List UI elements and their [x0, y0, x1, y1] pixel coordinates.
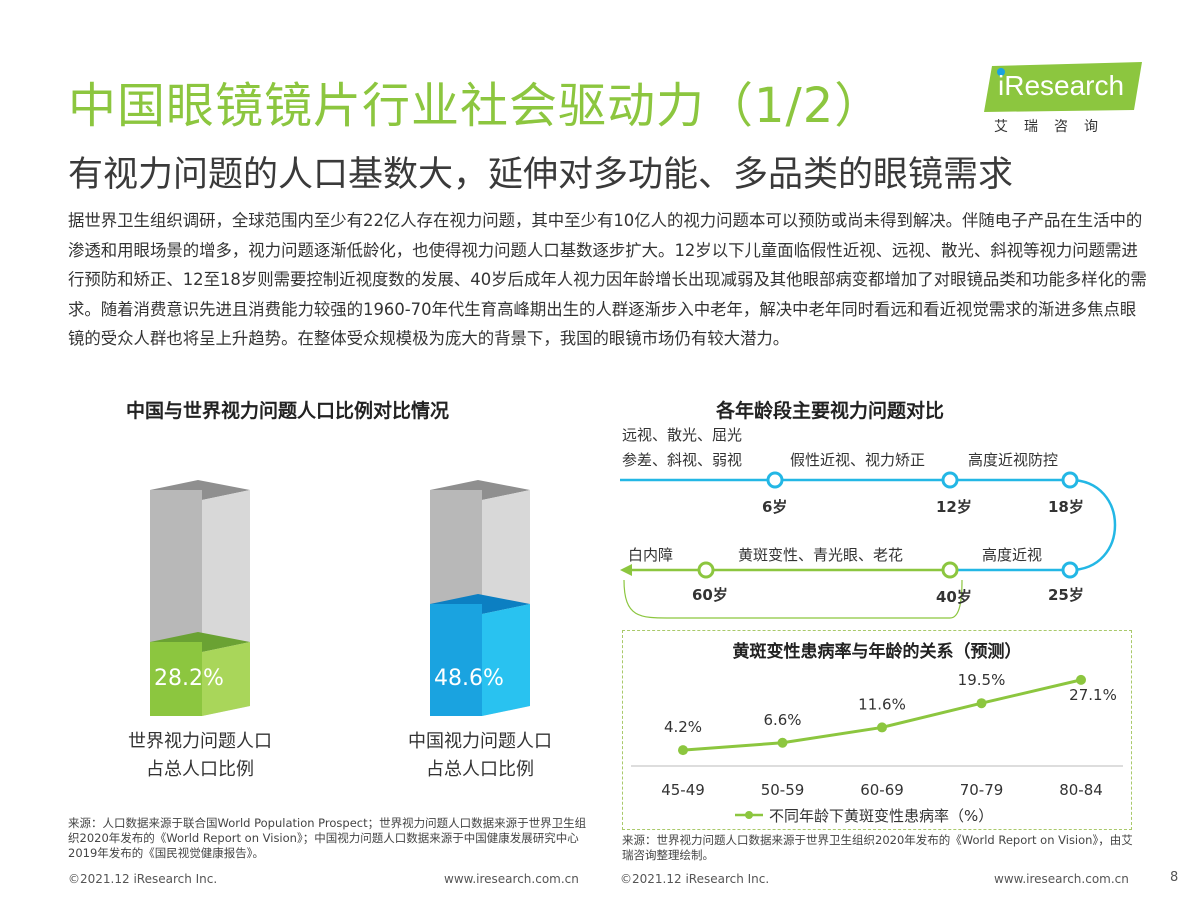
right-panel-title: 各年龄段主要视力问题对比	[716, 400, 945, 422]
category-label-45-49: 45-49	[661, 781, 705, 799]
node-25	[1061, 561, 1079, 579]
world-pct-label: 28.2%	[154, 666, 224, 691]
logo-parallelogram-icon	[984, 62, 1142, 112]
data-label-60-69: 11.6%	[858, 695, 906, 713]
timeline-top-right: 高度近视防控	[968, 451, 1059, 469]
category-label-50-59: 50-59	[760, 781, 805, 799]
page-title: 中国眼镜镜片行业社会驱动力（1/2）	[68, 78, 884, 134]
data-point-60-69	[877, 722, 887, 733]
category-label-80-84: 80-84	[1059, 781, 1103, 799]
timeline-bottom-mid: 黄斑变性、青光眼、老花	[738, 546, 904, 564]
node-18	[1061, 471, 1079, 489]
world-label-line2: 占总人口比例	[146, 759, 254, 780]
left-source-note: 来源：人口数据来源于联合国World Population Prospect；世…	[68, 816, 587, 860]
amd-chart-box: 黄斑变性患病率与年龄的关系（预测） 4.2% 6.6% 11.6% 19.5% 27.1…	[622, 630, 1132, 830]
right-source-note: 来源：世界视力问题人口数据来源于世界卫生组织2020年发布的《World Rep…	[622, 833, 1133, 862]
population-ratio-chart: 28.2% 48.6% 世界视力问题人口 占总人口比例 中国视力问题人口 占总人…	[60, 470, 580, 810]
china-label-line1: 中国视力问题人口	[408, 731, 552, 752]
data-label-45-49: 4.2%	[664, 718, 702, 736]
node-40	[941, 561, 959, 579]
timeline-top-mid: 假性近视、视力矫正	[790, 451, 926, 469]
legend-label: 不同年龄下黄斑变性患病率（%）	[769, 807, 993, 825]
body-paragraph: 据世界卫生组织调研，全球范围内至少有22亿人存在视力问题，其中至少有10亿人的视…	[68, 211, 1147, 349]
china-bar-label: 中国视力问题人口 占总人口比例	[370, 728, 590, 784]
node-60	[697, 561, 715, 579]
amd-line-chart: 4.2% 6.6% 11.6% 19.5% 27.1% 不同年龄下黄斑变性患病率（%）	[631, 671, 1123, 825]
category-label-60-69: 60-69	[860, 781, 904, 799]
age-18: 18岁	[1048, 498, 1084, 516]
page-subtitle: 有视力问题的人口基数大，延伸对多功能、多品类的眼镜需求	[68, 155, 1014, 195]
timeline-bottom-right: 高度近视	[982, 546, 1043, 564]
age-25: 25岁	[1048, 586, 1084, 604]
timeline-bottom-left: 白内障	[628, 546, 674, 564]
world-bar	[150, 480, 250, 716]
chart-title: 黄斑变性患病率与年龄的关系（预测）	[732, 642, 1022, 662]
china-bar	[430, 480, 530, 716]
footer-right-copyright: ©2021.12 iResearch Inc.	[620, 872, 770, 886]
timeline-top-left-2: 参差、斜视、弱视	[622, 451, 743, 469]
node-6	[766, 471, 784, 489]
left-panel-title: 中国与世界视力问题人口比例对比情况	[126, 400, 450, 422]
page-number: 8	[1170, 870, 1179, 885]
timeline-top-left-1: 远视、散光、屈光	[622, 426, 743, 444]
data-point-50-59	[777, 737, 788, 748]
age-timeline	[620, 471, 1117, 619]
age-60: 60岁	[692, 586, 728, 604]
data-label-70-79: 19.5%	[958, 671, 1006, 689]
data-point-80-84	[1076, 674, 1086, 685]
data-point-70-79	[976, 698, 987, 709]
iresearch-logo: iResearch 艾瑞咨询	[984, 62, 1144, 142]
world-bar-label: 世界视力问题人口 占总人口比例	[90, 728, 310, 784]
footer-right-url[interactable]: www.iresearch.com.cn	[994, 872, 1129, 886]
footer-left-copyright: ©2021.12 iResearch Inc.	[68, 872, 218, 886]
node-12	[941, 471, 959, 489]
bar-graphics	[150, 480, 530, 716]
china-label-line2: 占总人口比例	[426, 759, 534, 780]
series-line	[682, 678, 1082, 752]
legend-dot-icon	[745, 811, 753, 819]
footer-left-url[interactable]: www.iresearch.com.cn	[444, 872, 579, 886]
china-pct-label: 48.6%	[434, 666, 504, 691]
age-12: 12岁	[936, 498, 972, 516]
data-label-50-59: 6.6%	[763, 711, 801, 729]
logo-wordmark: iResearch	[998, 70, 1125, 101]
age-40: 40岁	[936, 588, 972, 606]
category-label-70-79: 70-79	[959, 781, 1004, 799]
data-point-45-49	[678, 745, 688, 756]
logo-cn-text: 艾瑞咨询	[994, 119, 1114, 135]
world-label-line1: 世界视力问题人口	[128, 731, 272, 752]
data-label-80-84: 27.1%	[1069, 686, 1117, 704]
age-6: 6岁	[762, 498, 788, 516]
